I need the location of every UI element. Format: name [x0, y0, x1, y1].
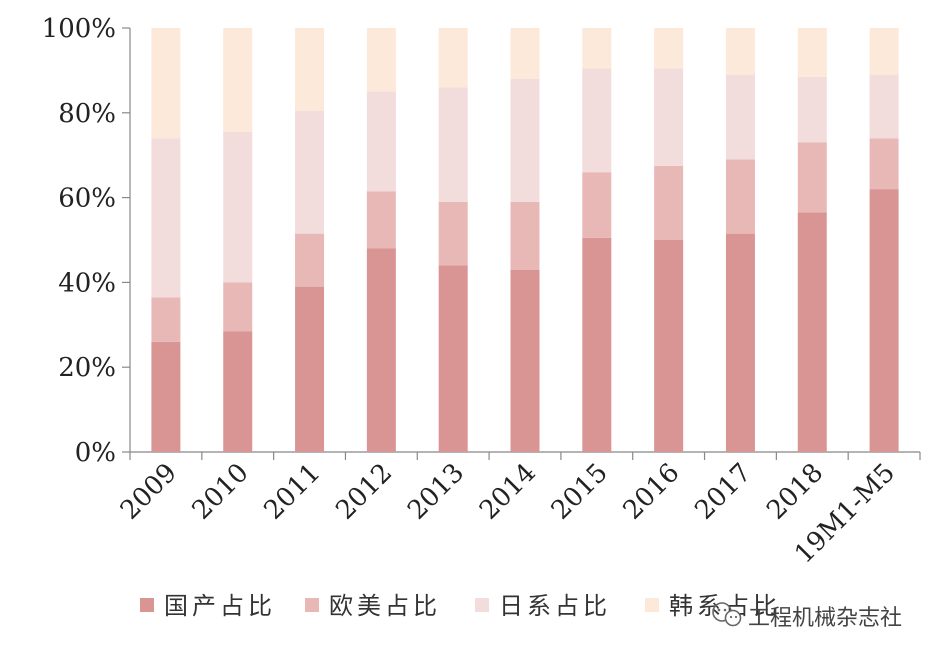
bar-segment-series-1: [797, 142, 827, 213]
legend-swatch: [645, 598, 659, 612]
bar-stack-2014: [510, 28, 540, 452]
x-tick-label: 2013: [402, 458, 470, 526]
bar-segment-series-0: [869, 189, 899, 452]
bar-stack-2011: [295, 28, 325, 452]
y-tick-label: 60%: [58, 184, 116, 214]
watermark: 工程机械杂志社: [712, 602, 902, 631]
bar-stack-2016: [654, 28, 684, 452]
bar-stack-2010: [223, 28, 253, 452]
legend-label: 韩系占比: [669, 592, 781, 620]
x-tick-label: 2010: [187, 458, 255, 526]
bar-segment-series-1: [295, 233, 325, 287]
bar-stack-2009: [151, 28, 181, 452]
axes: [122, 27, 921, 460]
bar-segment-series-2: [725, 74, 755, 160]
bar-segment-series-1: [725, 159, 755, 234]
y-tick-label: 100%: [42, 14, 116, 44]
bar-stack-2013: [438, 28, 468, 452]
bar-segment-series-3: [797, 28, 827, 77]
y-tick-label: 0%: [75, 438, 116, 468]
bar-segment-series-3: [869, 28, 899, 75]
bar-segment-series-3: [151, 28, 181, 139]
bar-segment-series-1: [654, 165, 684, 240]
bar-segment-series-3: [366, 28, 396, 92]
bar-segment-series-3: [654, 28, 684, 69]
x-tick-label: 2017: [689, 458, 757, 526]
bar-segment-series-2: [654, 68, 684, 166]
x-tick-label: 2014: [474, 458, 542, 526]
x-tick-label: 2011: [258, 458, 326, 526]
bars: [151, 28, 899, 452]
bar-segment-series-0: [582, 237, 612, 452]
x-tick-label: 2015: [546, 458, 614, 526]
bar-segment-series-3: [725, 28, 755, 75]
bar-segment-series-2: [366, 91, 396, 192]
wechat-icon: [712, 602, 742, 627]
y-tick-label: 20%: [58, 353, 116, 383]
legend-label: 国产占比: [164, 592, 276, 620]
x-tick-label: 2009: [115, 458, 183, 526]
bar-stack-2018: [797, 28, 827, 452]
legend: 国产占比 欧美占比 日系占比 韩系占比: [140, 592, 781, 620]
bar-segment-series-2: [438, 87, 468, 202]
bar-segment-series-1: [151, 297, 181, 342]
bar-segment-series-2: [582, 68, 612, 173]
bar-segment-series-1: [438, 201, 468, 266]
bar-segment-series-0: [510, 269, 540, 452]
x-tick-label: 2016: [618, 458, 686, 526]
legend-label: 欧美占比: [329, 592, 441, 620]
bar-segment-series-1: [510, 201, 540, 270]
watermark-text: 工程机械杂志社: [748, 606, 902, 631]
bar-segment-series-3: [438, 28, 468, 88]
bar-segment-series-2: [151, 138, 181, 298]
bar-segment-series-0: [295, 286, 325, 452]
legend-swatch: [475, 598, 489, 612]
bar-stack-2012: [366, 28, 396, 452]
bar-segment-series-3: [510, 28, 540, 79]
bar-segment-series-0: [438, 265, 468, 452]
y-tick-label: 80%: [58, 99, 116, 129]
bar-stack-19M1-M5: [869, 28, 899, 452]
bar-segment-series-1: [582, 172, 612, 238]
bar-segment-series-3: [223, 28, 253, 132]
bar-segment-series-0: [151, 341, 181, 452]
x-tick-labels: 2009 2010 2011 2012 2013 2014 2015 2016 2017 2018…: [115, 458, 901, 570]
bar-segment-series-1: [366, 191, 396, 249]
x-tick-label: 2018: [761, 458, 829, 526]
legend-swatch: [140, 598, 154, 612]
legend-label: 日系占比: [499, 592, 611, 620]
bar-segment-series-1: [223, 282, 253, 332]
bar-segment-series-1: [869, 138, 899, 190]
bar-segment-series-2: [797, 76, 827, 143]
bar-segment-series-0: [654, 240, 684, 452]
bar-segment-series-0: [725, 233, 755, 452]
bar-segment-series-0: [223, 331, 253, 452]
bar-segment-series-0: [797, 212, 827, 452]
bar-segment-series-2: [869, 74, 899, 139]
y-tick-label: 40%: [58, 268, 116, 298]
bar-segment-series-3: [295, 28, 325, 111]
bar-segment-series-3: [582, 28, 612, 69]
x-tick-label: 2012: [330, 458, 398, 526]
bar-segment-series-2: [295, 110, 325, 234]
bar-segment-series-2: [510, 78, 540, 202]
bar-segment-series-0: [366, 248, 396, 452]
bar-segment-series-2: [223, 131, 253, 283]
legend-swatch: [305, 598, 319, 612]
y-tick-labels: 0% 20% 40% 60% 80% 100%: [42, 14, 116, 468]
bar-stack-2017: [725, 28, 755, 452]
bar-stack-2015: [582, 28, 612, 452]
